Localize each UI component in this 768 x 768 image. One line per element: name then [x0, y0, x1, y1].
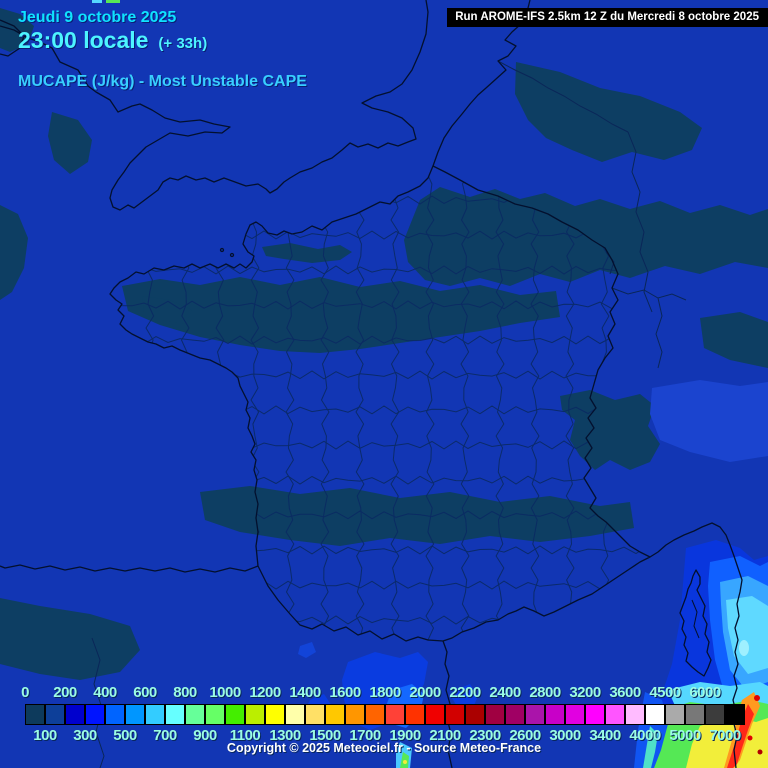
low-cape-patches — [0, 8, 768, 680]
cape-maxima-corsica — [634, 540, 768, 768]
po-valley-bright-patch — [650, 380, 768, 462]
model-run-info: Run AROME-IFS 2.5km 12 Z du Mercredi 8 o… — [447, 8, 768, 27]
valid-time: 23:00 locale (+ 33h) — [18, 27, 207, 54]
valid-date: Jeudi 9 octobre 2025 — [18, 9, 177, 26]
national-borders — [91, 60, 687, 768]
cape-maxima-spain-coast — [92, 0, 478, 768]
copyright-notice: Copyright © 2025 Meteociel.fr - Source M… — [226, 741, 542, 755]
parameter-title: MUCAPE (J/kg) - Most Unstable CAPE — [18, 73, 307, 90]
valid-time-text: 23:00 locale — [18, 27, 149, 53]
forecast-offset: (+ 33h) — [158, 35, 208, 52]
